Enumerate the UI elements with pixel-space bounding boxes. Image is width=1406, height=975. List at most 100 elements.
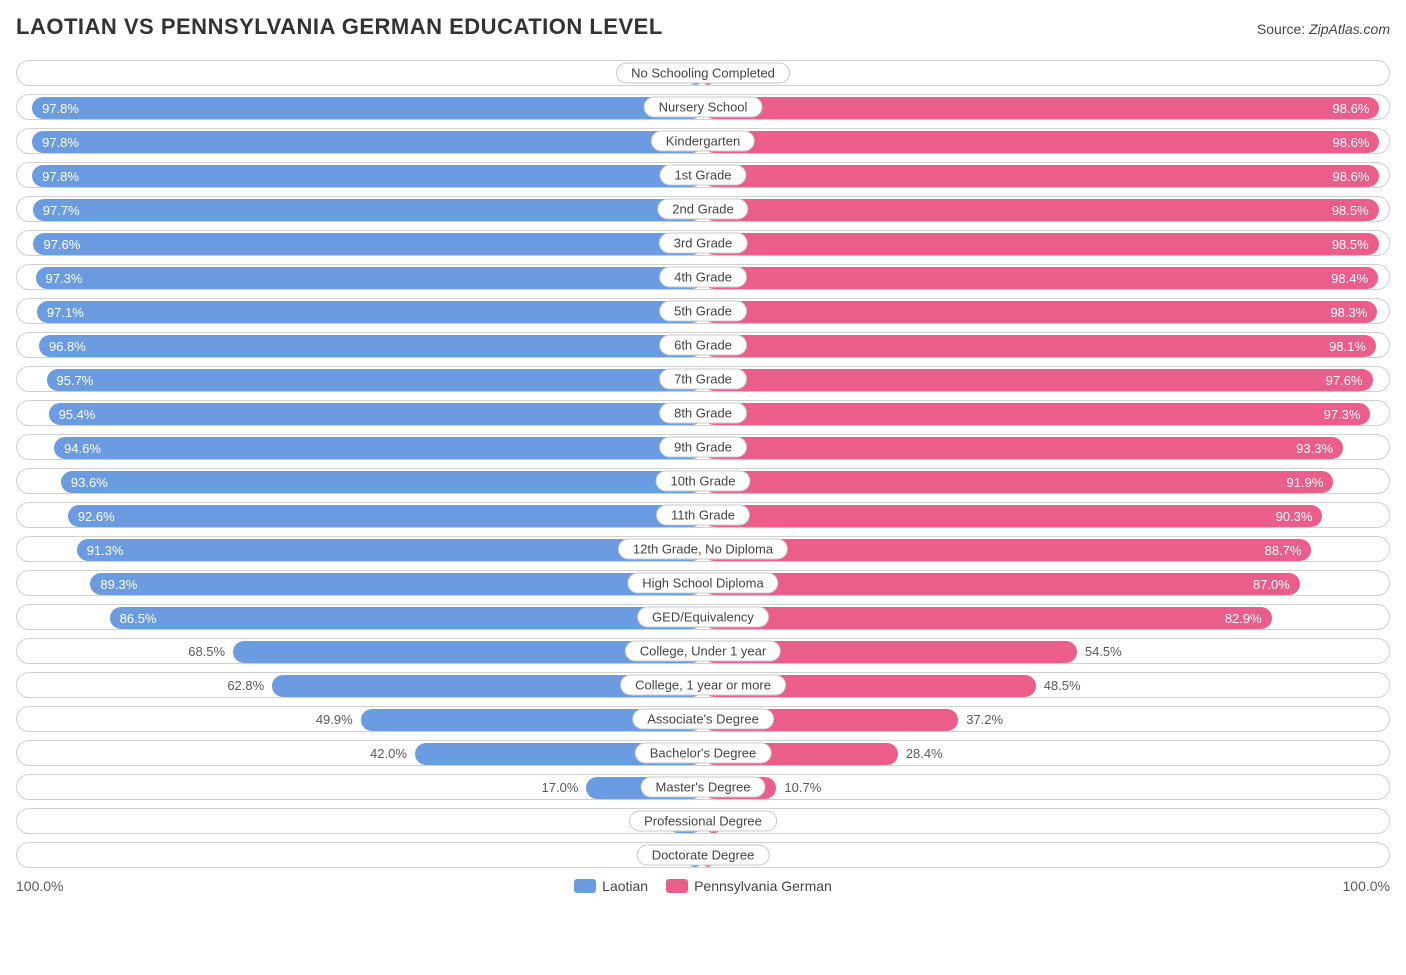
- bar-right: 93.3%: [703, 437, 1343, 459]
- bar-half-right: 28.4%: [703, 741, 1389, 765]
- value-left: 97.8%: [32, 165, 89, 187]
- category-label: Master's Degree: [641, 777, 766, 798]
- legend-swatch: [666, 879, 688, 893]
- scale-left: 100.0%: [16, 878, 63, 894]
- bar-half-right: 98.3%: [703, 299, 1389, 323]
- chart-row: 97.8%98.6%Nursery School: [16, 94, 1390, 120]
- legend-swatch: [574, 879, 596, 893]
- bar-left: 89.3%: [90, 573, 703, 595]
- value-right: 10.7%: [784, 775, 821, 799]
- bar-left: 97.7%: [33, 199, 703, 221]
- legend-label: Pennsylvania German: [694, 878, 832, 894]
- bar-half-right: 48.5%: [703, 673, 1389, 697]
- category-label: 9th Grade: [659, 437, 747, 458]
- chart-row: 95.7% 97.6% 7th Grade: [16, 366, 1390, 392]
- bar-right: 98.6%: [703, 131, 1379, 153]
- value-right: 97.3%: [1314, 403, 1371, 425]
- bar-half-left: 68.5%: [17, 639, 703, 663]
- bar-half-left: 2.3%: [17, 843, 703, 867]
- category-label: College, Under 1 year: [625, 641, 781, 662]
- chart-row: 42.0%28.4%Bachelor's Degree: [16, 740, 1390, 766]
- bar-left: 95.7%: [47, 369, 704, 391]
- chart-row: 97.1%98.3%5th Grade: [16, 298, 1390, 324]
- bar-right: 98.6%: [703, 165, 1379, 187]
- value-right: 48.5%: [1044, 673, 1081, 697]
- bar-left: 97.6%: [33, 233, 703, 255]
- category-label: Nursery School: [644, 97, 763, 118]
- legend: LaotianPennsylvania German: [63, 878, 1342, 894]
- bar-half-right: 98.1%: [703, 333, 1389, 357]
- bar-half-right: 98.6%: [703, 129, 1389, 153]
- bar-half-right: 98.6%: [703, 95, 1389, 119]
- category-label: Bachelor's Degree: [635, 743, 772, 764]
- category-label: 7th Grade: [659, 369, 747, 390]
- bar-right: 97.3%: [703, 403, 1370, 425]
- bar-half-left: 95.7%: [17, 367, 703, 391]
- bar-left: 95.4%: [49, 403, 703, 425]
- bar-left: 92.6%: [68, 505, 703, 527]
- value-right: 98.3%: [1320, 301, 1377, 323]
- bar-half-right: 97.6%: [703, 367, 1389, 391]
- bar-half-right: 98.5%: [703, 197, 1389, 221]
- legend-item: Pennsylvania German: [666, 878, 832, 894]
- bar-half-right: 10.7%: [703, 775, 1389, 799]
- value-right: 90.3%: [1266, 505, 1323, 527]
- chart-row: 17.0% 10.7% Master's Degree: [16, 774, 1390, 800]
- value-right: 28.4%: [906, 741, 943, 765]
- bar-half-left: 89.3%: [17, 571, 703, 595]
- bar-half-left: 17.0%: [17, 775, 703, 799]
- chart-rows: 2.2%1.5%No Schooling Completed97.8%98.6%…: [16, 60, 1390, 868]
- category-label: 6th Grade: [659, 335, 747, 356]
- value-right: 88.7%: [1255, 539, 1312, 561]
- value-right: 87.0%: [1243, 573, 1300, 595]
- value-left: 93.6%: [61, 471, 118, 493]
- bar-left: 94.6%: [54, 437, 703, 459]
- category-label: 1st Grade: [659, 165, 746, 186]
- chart-row: 2.2%1.5%No Schooling Completed: [16, 60, 1390, 86]
- chart-row: 95.4%97.3%8th Grade: [16, 400, 1390, 426]
- chart-row: 68.5%54.5%College, Under 1 year: [16, 638, 1390, 664]
- chart-row: 91.3%88.7%12th Grade, No Diploma: [16, 536, 1390, 562]
- bar-right: 98.4%: [703, 267, 1378, 289]
- category-label: GED/Equivalency: [637, 607, 769, 628]
- category-label: Doctorate Degree: [637, 845, 770, 866]
- bar-half-left: 92.6%: [17, 503, 703, 527]
- chart-header: LAOTIAN VS PENNSYLVANIA GERMAN EDUCATION…: [16, 14, 1390, 40]
- value-right: 97.6%: [1316, 369, 1373, 391]
- category-label: Kindergarten: [651, 131, 755, 152]
- bar-half-left: 97.8%: [17, 163, 703, 187]
- bar-half-left: 94.6%: [17, 435, 703, 459]
- source-value: ZipAtlas.com: [1309, 21, 1390, 37]
- chart-row: 97.6%98.5%3rd Grade: [16, 230, 1390, 256]
- bar-half-left: 97.8%: [17, 129, 703, 153]
- bar-right: 88.7%: [703, 539, 1311, 561]
- category-label: Professional Degree: [629, 811, 777, 832]
- chart-row: 49.9%37.2%Associate's Degree: [16, 706, 1390, 732]
- value-right: 98.1%: [1319, 335, 1376, 357]
- value-left: 86.5%: [110, 607, 167, 629]
- bar-half-right: 1.4%: [703, 843, 1389, 867]
- value-left: 97.7%: [33, 199, 90, 221]
- value-right: 98.6%: [1323, 97, 1380, 119]
- bar-half-right: 1.5%: [703, 61, 1389, 85]
- bar-half-right: 98.5%: [703, 231, 1389, 255]
- bar-half-right: 54.5%: [703, 639, 1389, 663]
- bar-half-left: 2.2%: [17, 61, 703, 85]
- value-left: 95.4%: [49, 403, 106, 425]
- bar-right: 98.6%: [703, 97, 1379, 119]
- value-left: 97.1%: [37, 301, 94, 323]
- bar-half-right: 3.0%: [703, 809, 1389, 833]
- bar-half-left: 97.7%: [17, 197, 703, 221]
- bar-right: 87.0%: [703, 573, 1300, 595]
- chart-row: 62.8%48.5%College, 1 year or more: [16, 672, 1390, 698]
- value-right: 98.6%: [1323, 165, 1380, 187]
- value-right: 37.2%: [966, 707, 1003, 731]
- bar-half-right: 98.4%: [703, 265, 1389, 289]
- scale-right: 100.0%: [1343, 878, 1390, 894]
- bar-left: 97.1%: [37, 301, 703, 323]
- chart-row: 97.7%98.5%2nd Grade: [16, 196, 1390, 222]
- chart-row: 97.8% 98.6% 1st Grade: [16, 162, 1390, 188]
- category-label: 10th Grade: [655, 471, 750, 492]
- bar-half-left: 62.8%: [17, 673, 703, 697]
- category-label: 11th Grade: [656, 505, 750, 526]
